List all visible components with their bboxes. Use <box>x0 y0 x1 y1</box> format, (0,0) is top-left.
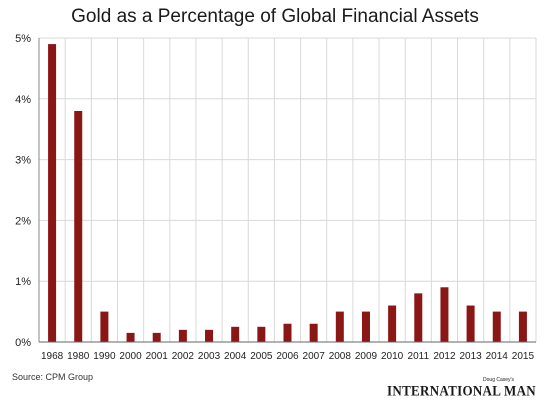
x-tick-label: 2000 <box>119 351 142 362</box>
bar-2009 <box>361 311 370 342</box>
bar-2002 <box>178 329 187 342</box>
source-note: Source: CPM Group <box>12 372 94 382</box>
x-tick-label: 2004 <box>224 351 247 362</box>
bar-2000 <box>126 332 135 342</box>
x-tick-label: 2008 <box>329 351 352 362</box>
y-tick-label: 5% <box>15 33 31 45</box>
axes <box>38 38 536 343</box>
x-tick-label: 2012 <box>433 351 456 362</box>
bar-2003 <box>205 329 214 342</box>
x-tick-label: 2006 <box>276 351 299 362</box>
x-tick-label: 2007 <box>303 351 326 362</box>
y-tick-label: 1% <box>15 276 31 288</box>
x-tick-label: 2014 <box>486 351 509 362</box>
bars <box>48 44 527 343</box>
x-tick-label: 1990 <box>93 351 116 362</box>
bar-2012 <box>440 287 449 342</box>
brand-name: INTERNATIONAL MAN <box>387 382 536 399</box>
chart-title: Gold as a Percentage of Global Financial… <box>71 6 479 27</box>
bar-2011 <box>414 293 423 342</box>
bar-2015 <box>518 311 527 342</box>
bar-2008 <box>335 311 344 342</box>
y-tick-label: 4% <box>15 94 31 106</box>
bar-2013 <box>466 305 475 342</box>
x-tick-label: 2005 <box>250 351 273 362</box>
y-tick-label: 3% <box>15 155 31 167</box>
bar-2006 <box>283 323 292 342</box>
brand-subtitle: Doug Casey's <box>483 377 514 383</box>
bar-2007 <box>309 323 318 342</box>
bar-1968 <box>48 44 57 343</box>
x-tick-label: 1980 <box>67 351 90 362</box>
x-tick-label: 2010 <box>381 351 404 362</box>
y-tick-labels: 0% 1% 2% 3% 4% 5% <box>15 33 31 349</box>
x-tick-label: 1968 <box>41 351 64 362</box>
bar-2010 <box>388 305 397 342</box>
bar-1980 <box>74 110 83 343</box>
bar-1990 <box>100 311 109 342</box>
x-tick-label: 2015 <box>512 351 535 362</box>
y-tick-label: 2% <box>15 215 31 227</box>
x-tick-label: 2009 <box>355 351 378 362</box>
bar-2001 <box>152 332 161 342</box>
x-tick-label: 2013 <box>459 351 482 362</box>
x-tick-label: 2002 <box>172 351 195 362</box>
x-tick-label: 2003 <box>198 351 221 362</box>
x-tick-labels: 1968 1980 1990 2000 2001 2002 2003 2004 2005 2006… <box>41 351 535 362</box>
y-tick-label: 0% <box>15 337 31 349</box>
bar-2004 <box>231 326 240 342</box>
bar-2005 <box>257 326 266 342</box>
x-tick-label: 2011 <box>408 351 430 362</box>
bar-2014 <box>492 311 501 342</box>
brand-logo: Doug Casey's INTERNATIONAL MAN <box>387 377 536 399</box>
x-tick-label: 2001 <box>146 351 169 362</box>
grid <box>38 37 537 342</box>
